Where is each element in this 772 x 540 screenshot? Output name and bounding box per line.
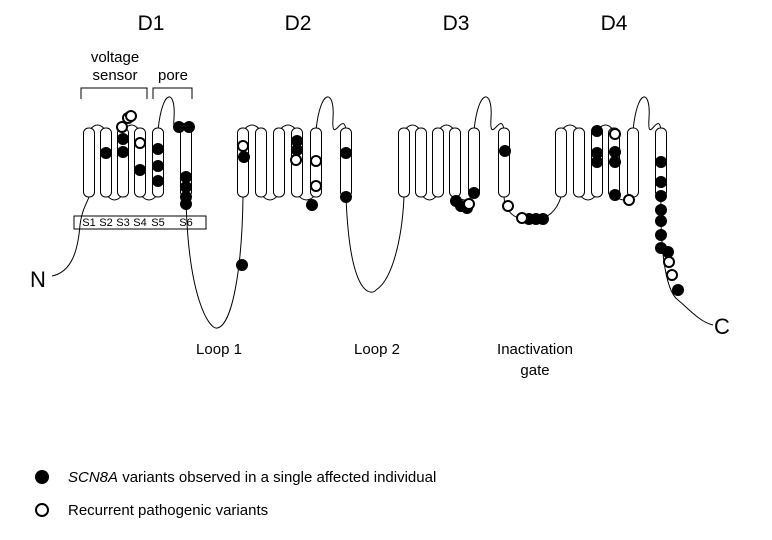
variant-filled	[291, 135, 303, 147]
helix-d2-s3	[273, 127, 285, 198]
variant-filled	[152, 143, 164, 155]
variant-filled	[173, 121, 185, 133]
variant-filled	[672, 284, 684, 296]
loop1-line	[185, 196, 244, 329]
variant-filled	[609, 189, 621, 201]
variant-filled	[537, 213, 549, 225]
voltage-sensor-label-line2: sensor	[92, 67, 137, 84]
variant-filled	[655, 176, 667, 188]
variant-open	[666, 269, 678, 281]
variant-filled	[236, 259, 248, 271]
inactivation-gate-label-line1: Inactivation	[497, 341, 573, 358]
helix-d3-s3	[432, 127, 444, 198]
loop2-label: Loop 2	[354, 341, 400, 358]
variant-open	[463, 198, 475, 210]
variant-filled	[655, 190, 667, 202]
variant-filled	[609, 156, 621, 168]
variant-open	[502, 200, 514, 212]
n-terminus-tail	[51, 196, 90, 277]
n-terminus-label: N	[30, 267, 46, 292]
variant-open	[663, 256, 675, 268]
variant-filled	[238, 151, 250, 163]
variant-open	[609, 128, 621, 140]
variant-filled	[609, 146, 621, 158]
variant-filled	[340, 191, 352, 203]
helix-d2-s2	[255, 127, 267, 198]
variant-filled	[591, 156, 603, 168]
segment-label-s5: S5	[151, 217, 164, 229]
segment-label-box	[73, 215, 207, 230]
domain-label-d4: D4	[601, 12, 628, 35]
segment-label-s6: S6	[179, 217, 192, 229]
variant-open	[134, 137, 146, 149]
legend-open-marker	[35, 503, 49, 517]
variant-filled	[655, 156, 667, 168]
helix-d3-s4	[449, 127, 461, 198]
helix-d3-s2	[415, 127, 427, 198]
segment-label-s3: S3	[116, 217, 129, 229]
helix-d2-s6	[340, 127, 352, 198]
variant-filled	[655, 229, 667, 241]
legend-filled-gene: SCN8A	[68, 469, 118, 486]
inactivation-gate-label-line2: gate	[520, 362, 549, 379]
voltage-sensor-bracket	[80, 87, 148, 99]
variant-filled	[655, 215, 667, 227]
variant-filled	[134, 164, 146, 176]
variant-open	[290, 154, 302, 166]
segment-label-s4: S4	[133, 217, 146, 229]
variant-filled	[499, 145, 511, 157]
domain-label-d2: D2	[285, 12, 312, 35]
variant-filled	[306, 199, 318, 211]
variant-filled	[152, 160, 164, 172]
variant-filled	[180, 181, 192, 193]
pore-bracket	[152, 87, 193, 99]
variant-open	[623, 194, 635, 206]
segment-label-s2: S2	[99, 217, 112, 229]
variant-filled	[591, 147, 603, 159]
variant-open	[310, 180, 322, 192]
variant-open	[116, 121, 128, 133]
variant-filled	[183, 121, 195, 133]
legend-filled-rest: variants observed in a single affected i…	[118, 469, 436, 486]
variant-open	[125, 110, 137, 122]
legend-filled-marker	[35, 470, 49, 484]
variant-open	[516, 212, 528, 224]
variant-filled	[180, 198, 192, 210]
variant-filled	[340, 147, 352, 159]
c-terminus-label: C	[714, 314, 730, 339]
voltage-sensor-label-line1: voltage	[91, 49, 139, 66]
helix-d3-s6	[498, 127, 510, 198]
variant-filled	[655, 204, 667, 216]
variant-open	[310, 155, 322, 167]
helix-d1-s2	[100, 127, 112, 198]
variant-filled	[468, 187, 480, 199]
variant-filled	[591, 125, 603, 137]
helix-d4-s1	[555, 127, 567, 198]
domain-label-d1: D1	[138, 12, 165, 35]
variant-filled	[291, 144, 303, 156]
variant-filled	[117, 146, 129, 158]
variant-filled	[100, 147, 112, 159]
helix-d3-s1	[398, 127, 410, 198]
loop1-label: Loop 1	[196, 341, 242, 358]
segment-label-s1: S1	[82, 217, 95, 229]
variant-filled	[180, 171, 192, 183]
helix-d3-s5	[468, 127, 480, 198]
legend-open-text: Recurrent pathogenic variants	[68, 502, 268, 519]
domain-label-d3: D3	[443, 12, 470, 35]
loop2-line	[345, 196, 405, 293]
variant-filled	[152, 175, 164, 187]
helix-d4-s2	[573, 127, 585, 198]
variant-filled	[117, 133, 129, 145]
pore-loop-d3	[473, 96, 505, 132]
helix-d4-s5	[627, 127, 639, 198]
variant-open	[237, 140, 249, 152]
pore-loop-d2	[315, 96, 347, 132]
helix-d1-s1	[83, 127, 95, 198]
variant-filled	[662, 246, 674, 258]
pore-label: pore	[158, 67, 188, 84]
legend-filled-text: SCN8A variants observed in a single affe…	[68, 469, 436, 486]
pore-loop-d4	[632, 96, 662, 132]
